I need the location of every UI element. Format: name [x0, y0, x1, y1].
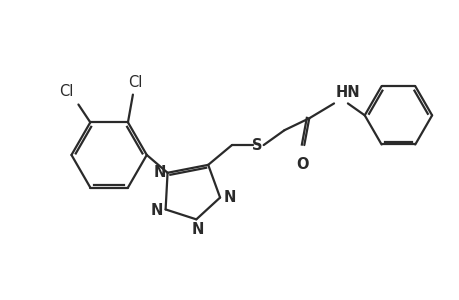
Text: S: S — [252, 137, 263, 152]
Text: N: N — [224, 190, 236, 205]
Text: Cl: Cl — [59, 84, 73, 99]
Text: O: O — [296, 157, 308, 172]
Text: N: N — [192, 222, 204, 237]
Text: Cl: Cl — [128, 75, 142, 90]
Text: N: N — [153, 165, 165, 180]
Text: N: N — [150, 203, 162, 218]
Text: HN: HN — [335, 85, 360, 100]
